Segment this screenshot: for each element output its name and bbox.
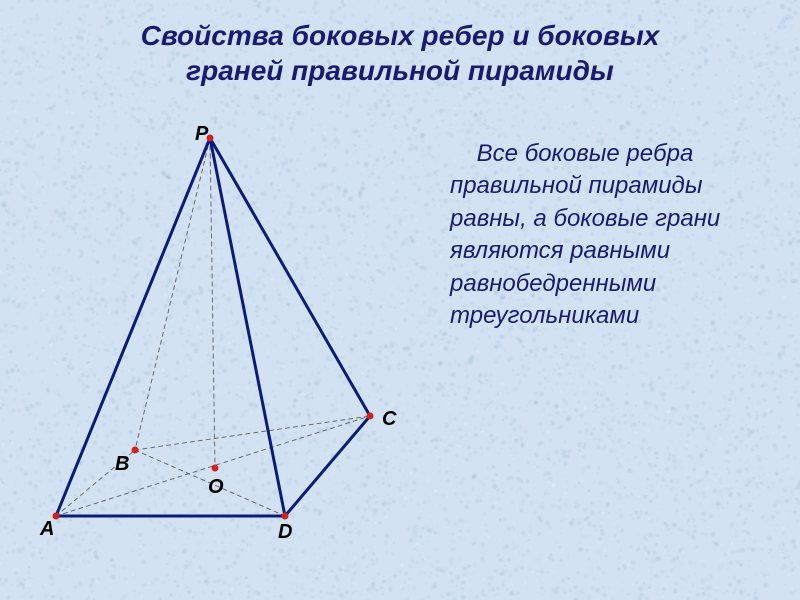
vertex-label-A: A — [40, 518, 54, 541]
slide-content: Свойства боковых ребер и боковых граней … — [0, 0, 800, 600]
vertex-label-C: C — [382, 408, 396, 431]
vertex-label-P: P — [195, 123, 208, 146]
pyramid-diagram: P A B C D O — [30, 118, 440, 548]
title-line-2: граней правильной пирамиды — [186, 55, 614, 86]
vertex-label-O: O — [208, 476, 224, 499]
vertex-label-B: B — [115, 453, 129, 476]
slide-title: Свойства боковых ребер и боковых граней … — [0, 0, 800, 98]
body-text: Все боковые ребра правильной пирамиды ра… — [440, 118, 770, 548]
pyramid-svg — [30, 118, 440, 548]
title-line-1: Свойства боковых ребер и боковых — [141, 20, 660, 51]
vertex-label-D: D — [278, 521, 292, 544]
main-area: P A B C D O Все боковые ребра правильной пира… — [0, 98, 800, 548]
